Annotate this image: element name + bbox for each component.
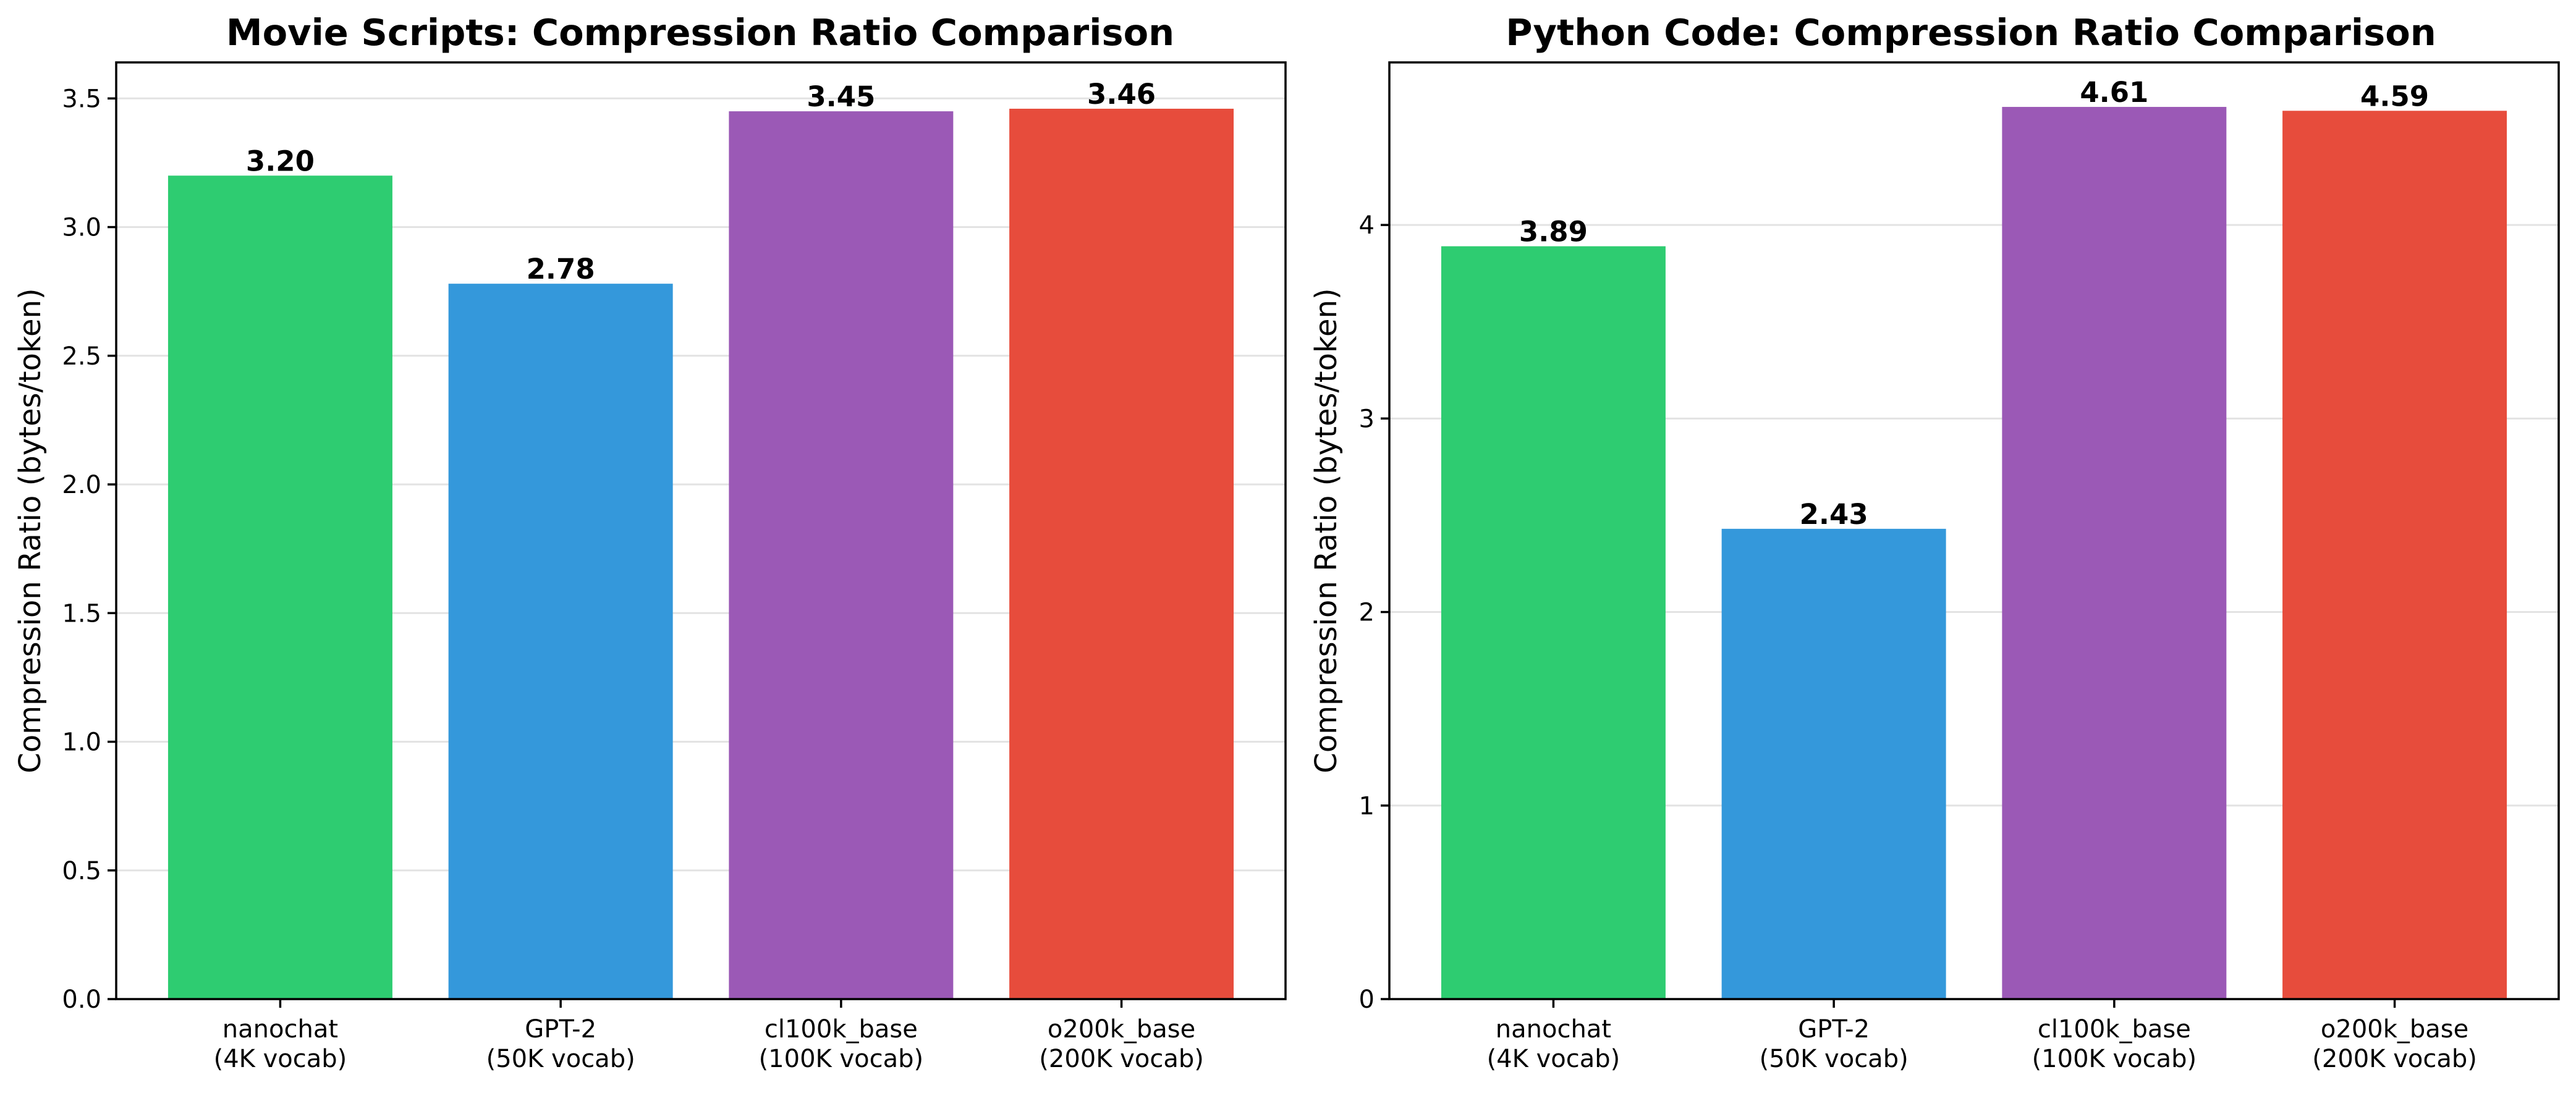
x-tick-label: GPT-2	[525, 1015, 596, 1044]
bar	[1009, 108, 1234, 999]
x-tick-label: (50K vocab)	[486, 1045, 635, 1073]
y-tick-label: 0	[1359, 985, 1375, 1014]
y-tick-label: 3	[1359, 405, 1375, 433]
bar-layer	[167, 108, 1234, 1000]
y-tick-label: 4	[1359, 211, 1375, 240]
x-axis-ticks: nanochat(4K vocab) GPT-2(50K vocab) cl100k…	[214, 999, 1204, 1073]
x-tick-label: (200K vocab)	[1039, 1045, 1204, 1073]
bar	[2002, 107, 2227, 1000]
y-axis-ticks: 0 1 2 3 4	[1359, 211, 1389, 1014]
x-tick-label: (100K vocab)	[759, 1045, 924, 1073]
bar	[729, 111, 954, 1000]
x-tick-label: (4K vocab)	[214, 1045, 347, 1073]
y-tick-label: 2.5	[62, 342, 101, 371]
x-tick-label: o200k_base	[1048, 1015, 1195, 1044]
data-label: 3.45	[807, 80, 875, 113]
y-tick-label: 0.5	[62, 857, 101, 885]
plot-frame	[1388, 61, 2560, 1000]
x-tick-label: o200k_base	[2321, 1015, 2468, 1044]
chart-panel-python-code: Python Code: Compression Ratio Compariso…	[1309, 11, 2560, 1073]
bar	[448, 284, 673, 1000]
y-tick-label: 0.0	[62, 985, 101, 1014]
y-tick-label: 3.0	[62, 214, 101, 242]
y-tick-label: 2	[1359, 599, 1375, 627]
bar	[167, 175, 392, 1000]
data-label: 3.46	[1087, 78, 1156, 111]
y-axis-label: Compression Ratio (bytes/token)	[13, 288, 48, 773]
chart-title: Movie Scripts: Compression Ratio Compari…	[226, 11, 1174, 54]
y-tick-label: 1.5	[62, 599, 101, 628]
data-label: 2.78	[527, 253, 595, 285]
y-tick-label: 3.5	[62, 85, 101, 113]
data-label: 3.20	[246, 145, 315, 177]
y-axis-label: Compression Ratio (bytes/token)	[1309, 288, 1344, 773]
data-label: 2.43	[1800, 498, 1868, 531]
data-label: 3.89	[1519, 216, 1588, 248]
x-tick-label: nanochat	[222, 1015, 338, 1044]
data-label: 4.59	[2360, 80, 2429, 112]
bar-layer	[1441, 107, 2507, 1000]
chart-panel-movie-scripts: Movie Scripts: Compression Ratio Compari…	[13, 11, 1287, 1073]
y-tick-label: 1	[1359, 792, 1375, 821]
bar	[1441, 246, 1666, 999]
bar	[1721, 528, 1946, 999]
x-tick-label: GPT-2	[1798, 1015, 1870, 1044]
x-tick-label: nanochat	[1496, 1015, 1611, 1044]
x-tick-label: cl100k_base	[765, 1015, 918, 1044]
x-tick-label: (4K vocab)	[1487, 1045, 1621, 1073]
data-labels: 3.20 2.78 3.45 3.46	[246, 78, 1156, 285]
bar	[2282, 111, 2507, 999]
x-tick-label: (100K vocab)	[2032, 1045, 2197, 1073]
y-tick-label: 2.0	[62, 471, 101, 499]
chart-title: Python Code: Compression Ratio Compariso…	[1506, 11, 2436, 54]
x-tick-label: (50K vocab)	[1760, 1045, 1909, 1073]
y-axis-ticks: 0.0 0.5 1.0 1.5 2.0 2.5 3.0 3.5	[62, 85, 116, 1014]
data-labels: 3.89 2.43 4.61 4.59	[1519, 76, 2429, 531]
data-label: 4.61	[2080, 76, 2148, 109]
x-tick-label: (200K vocab)	[2312, 1045, 2477, 1073]
y-tick-label: 1.0	[62, 728, 101, 757]
x-tick-label: cl100k_base	[2038, 1015, 2191, 1044]
plot-frame	[115, 61, 1287, 1000]
x-axis-ticks: nanochat(4K vocab) GPT-2(50K vocab) cl100k…	[1487, 999, 2477, 1073]
